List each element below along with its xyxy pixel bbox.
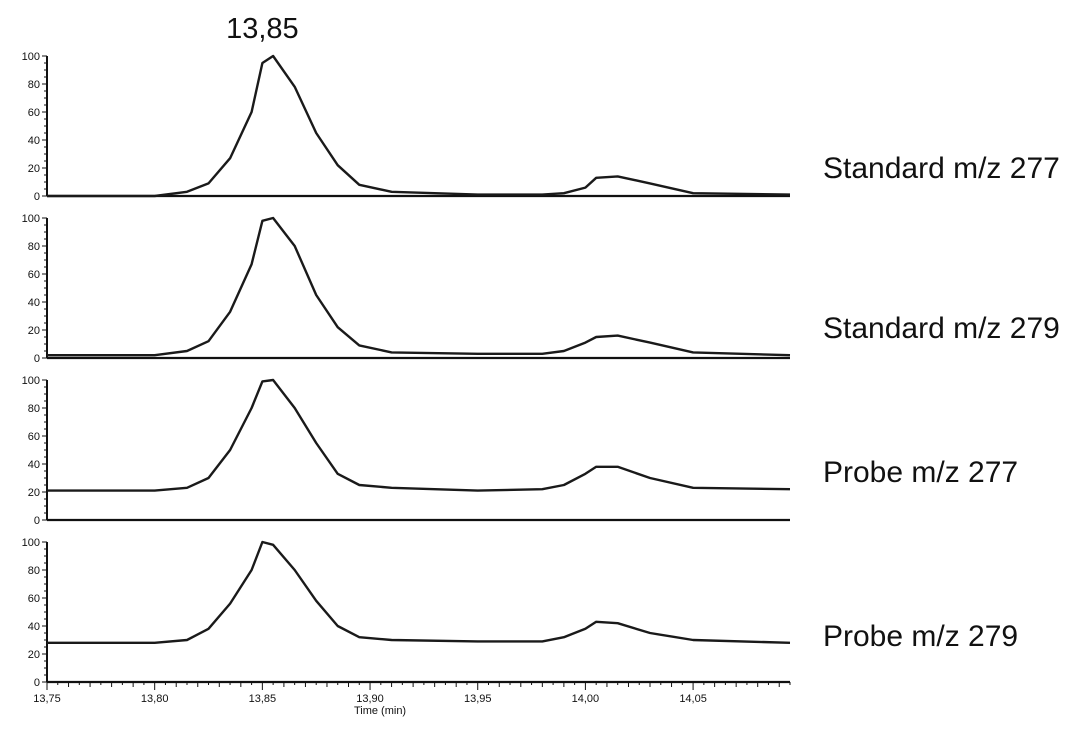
y-tick-label: 100 [22, 51, 40, 63]
series-label: Standard m/z 277 [823, 152, 1060, 185]
y-tick-label: 40 [28, 135, 40, 147]
y-tick-label: 100 [22, 213, 40, 225]
panel-4: 0 20 40 60 80 100 Probe m/z 279 [22, 537, 1018, 689]
y-tick-label: 100 [22, 375, 40, 387]
series-line [47, 54, 791, 198]
series-line [47, 216, 791, 357]
y-tick-label: 60 [28, 431, 40, 443]
y-tick-label: 60 [28, 593, 40, 605]
x-tick-label: 14,05 [679, 693, 707, 705]
y-tick-label: 40 [28, 459, 40, 471]
y-tick-label: 0 [34, 515, 40, 527]
series-label: Probe m/z 277 [823, 456, 1018, 489]
y-tick-label: 80 [28, 565, 40, 577]
y-tick-label: 40 [28, 621, 40, 633]
x-axis-title: Time (min) [354, 705, 406, 717]
series-line [47, 540, 791, 644]
y-tick-label: 60 [28, 107, 40, 119]
series-label: Standard m/z 279 [823, 312, 1060, 345]
panel-1: 0 20 40 60 80 100 Standard m/z 277 [22, 51, 1060, 203]
x-tick-label: 13,95 [464, 693, 492, 705]
y-tick-label: 20 [28, 487, 40, 499]
y-tick-label: 40 [28, 297, 40, 309]
y-tick-label: 20 [28, 649, 40, 661]
series-line [47, 378, 791, 492]
x-tick-label: 13,90 [356, 693, 384, 705]
y-tick-label: 20 [28, 325, 40, 337]
y-tick-label: 20 [28, 163, 40, 175]
panel-3: 0 20 40 60 80 100 Probe m/z 277 [22, 375, 1018, 527]
y-tick-label: 0 [34, 191, 40, 203]
x-axis: 13,75 13,80 13,85 13,90 13,95 14,00 14,05 [33, 682, 791, 705]
x-tick-label: 14,00 [572, 693, 600, 705]
y-tick-label: 80 [28, 79, 40, 91]
peak-annotation-label: 13,85 [226, 13, 299, 45]
y-tick-label: 100 [22, 537, 40, 549]
y-tick-label: 80 [28, 241, 40, 253]
series-label: Probe m/z 279 [823, 620, 1018, 653]
y-tick-label: 0 [34, 353, 40, 365]
panel-2: 0 20 40 60 80 100 Standard m/z 279 [22, 213, 1060, 365]
x-tick-label: 13,75 [33, 693, 61, 705]
x-tick-label: 13,85 [249, 693, 277, 705]
y-tick-label: 60 [28, 269, 40, 281]
y-tick-label: 0 [34, 677, 40, 689]
x-tick-label: 13,80 [141, 693, 169, 705]
y-tick-label: 80 [28, 403, 40, 415]
